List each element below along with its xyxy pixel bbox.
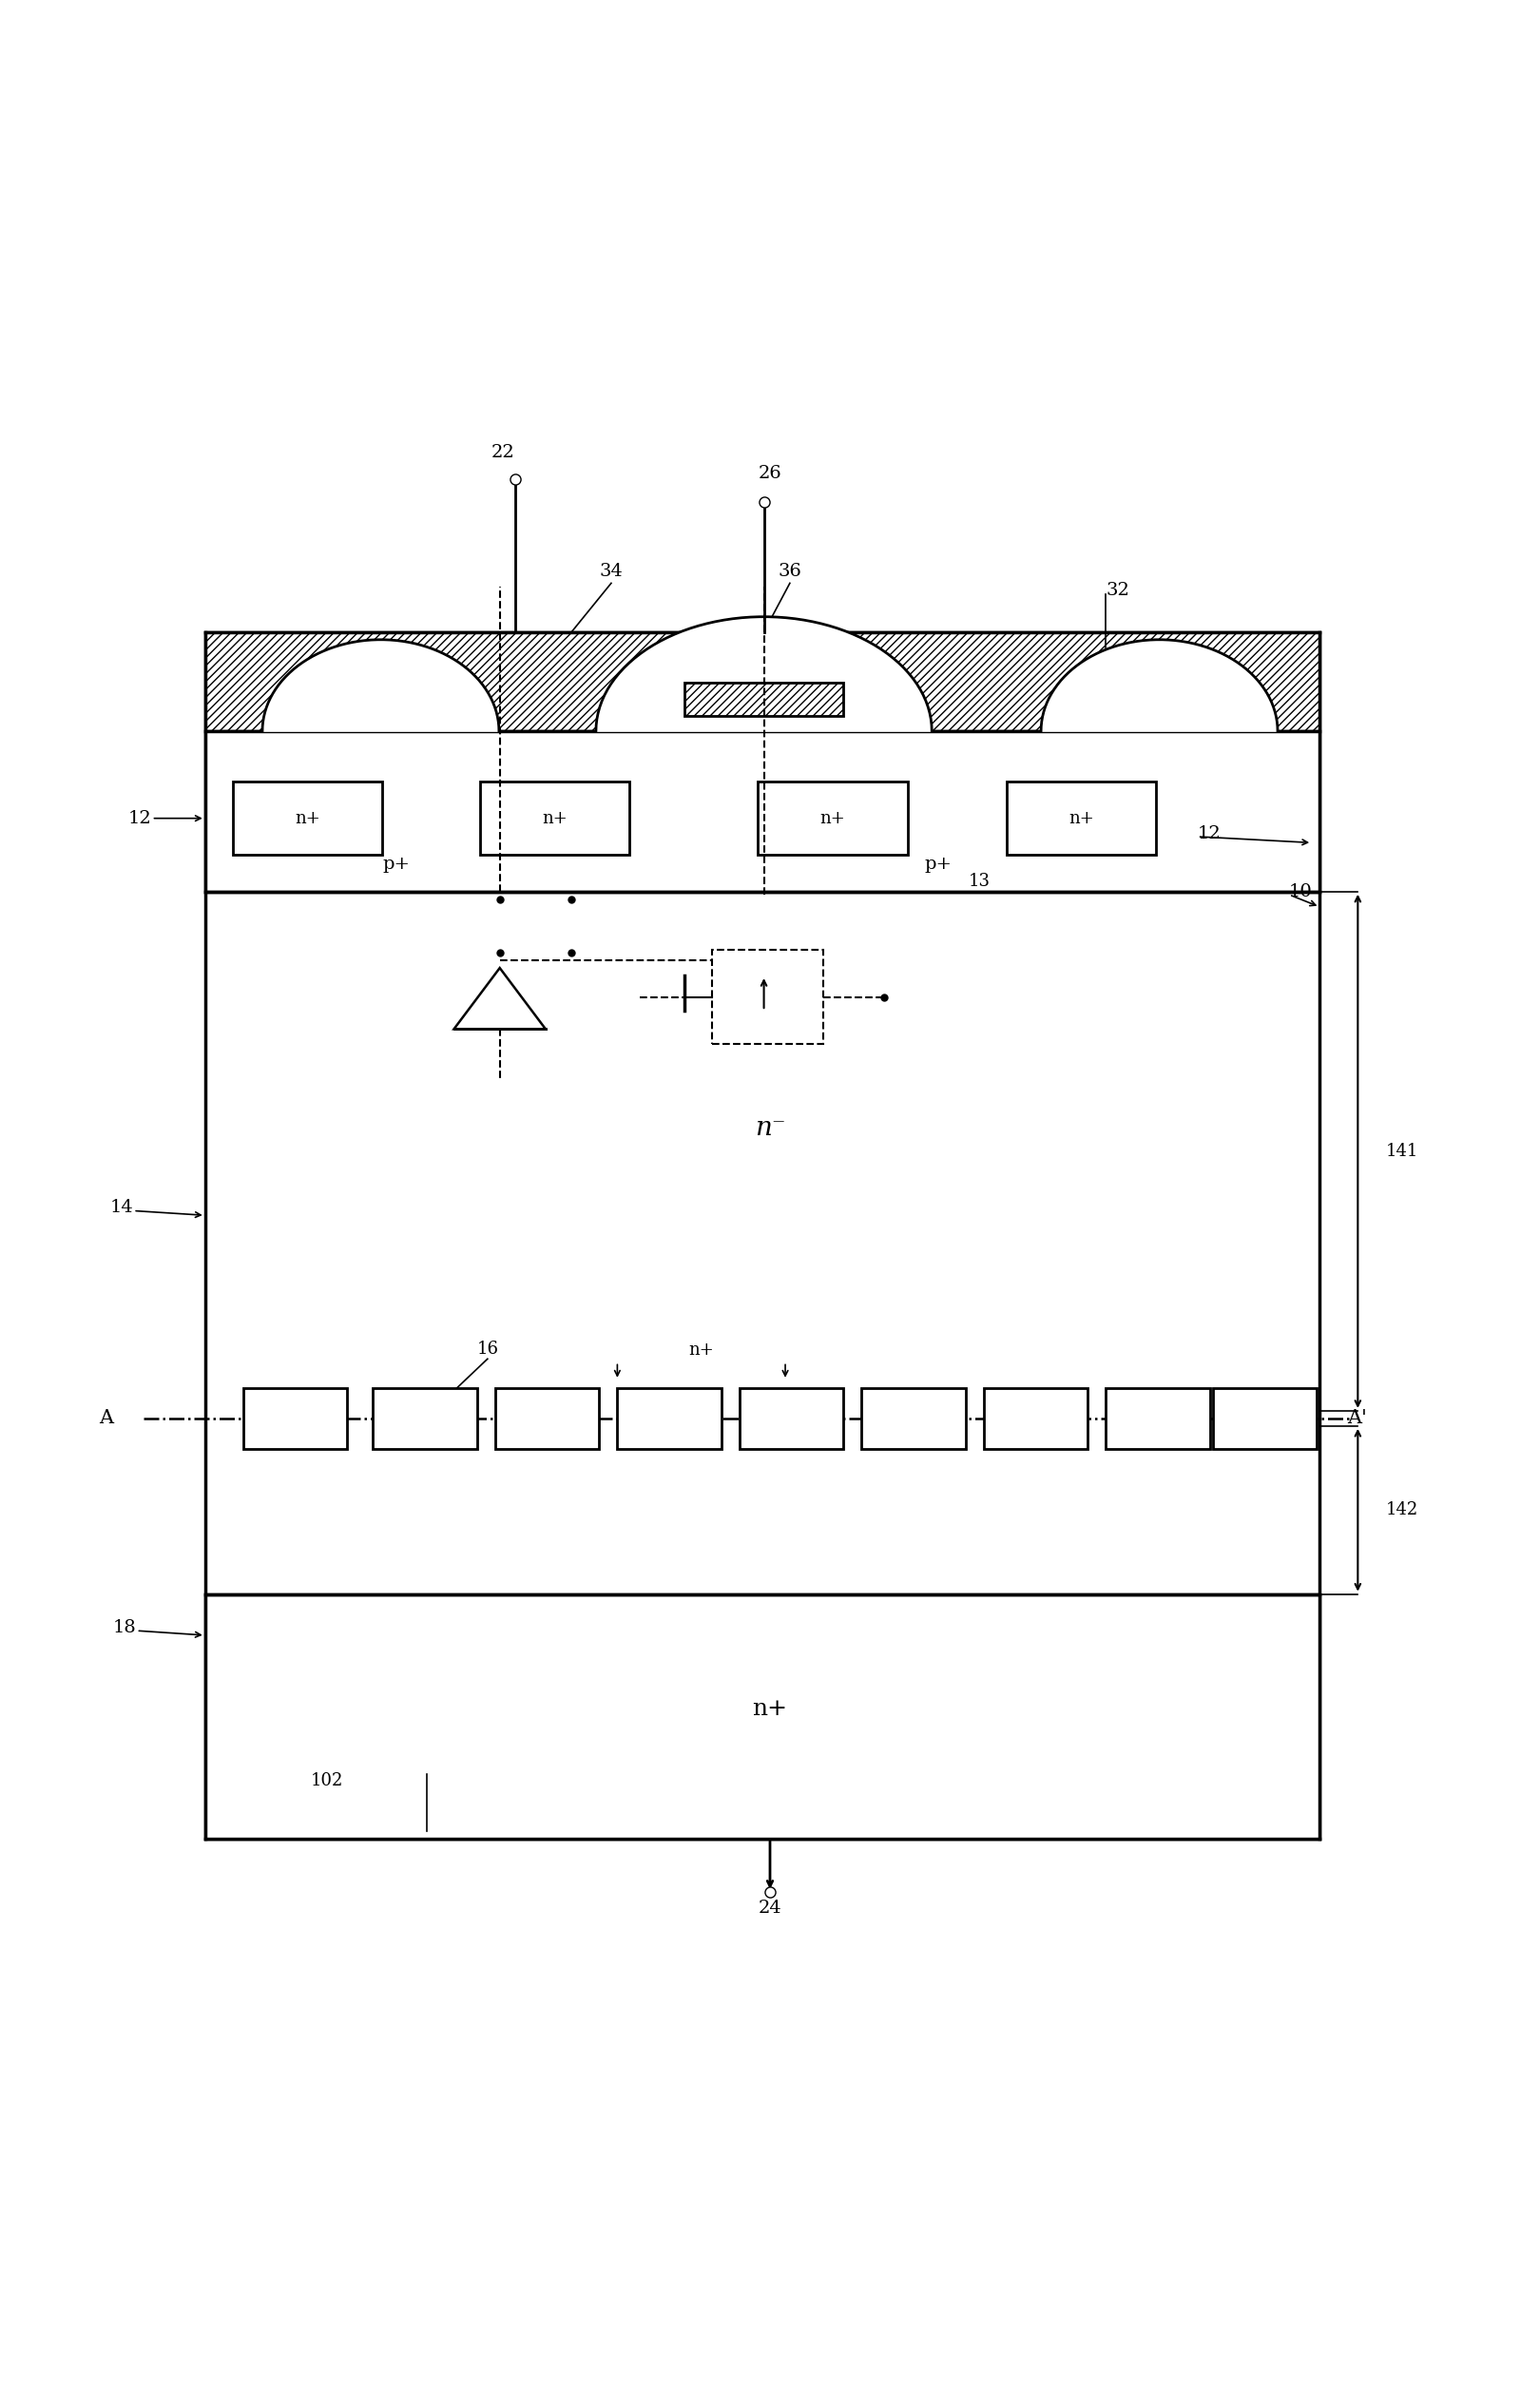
Bar (1007, 783, 1157, 855)
Text: 22: 22 (491, 443, 514, 462)
Text: 12: 12 (1198, 826, 1221, 843)
Bar (684, 682, 844, 716)
Text: 10: 10 (1289, 883, 1312, 900)
Bar (205, 632, 1320, 730)
Polygon shape (262, 639, 499, 730)
Bar (205, 1594, 1320, 1839)
Text: p+: p+ (924, 855, 952, 874)
Text: n⁻: n⁻ (755, 1116, 785, 1142)
Bar (758, 783, 907, 855)
Text: 141: 141 (1386, 1142, 1418, 1159)
Text: 14: 14 (109, 1199, 134, 1216)
Bar (243, 1389, 346, 1448)
Text: A': A' (1348, 1410, 1368, 1427)
Text: 12: 12 (128, 809, 151, 826)
Bar (205, 730, 1320, 891)
Text: n+: n+ (1069, 809, 1095, 826)
Bar (205, 632, 1320, 730)
Bar (373, 1389, 477, 1448)
Text: 16: 16 (476, 1341, 499, 1357)
Text: n+: n+ (688, 1341, 715, 1360)
Text: 32: 32 (1106, 582, 1129, 598)
Bar (480, 783, 630, 855)
Bar (233, 783, 382, 855)
Polygon shape (596, 618, 932, 730)
Text: n+: n+ (294, 809, 320, 826)
Text: n+: n+ (819, 809, 845, 826)
Bar (861, 1389, 966, 1448)
Bar (496, 1389, 599, 1448)
Text: 36: 36 (778, 563, 802, 579)
Bar (618, 1389, 721, 1448)
Bar (739, 1389, 844, 1448)
Bar (711, 950, 824, 1044)
Text: p+: p+ (382, 855, 410, 874)
Bar (984, 1389, 1087, 1448)
Text: 142: 142 (1386, 1501, 1418, 1518)
Polygon shape (454, 967, 545, 1029)
Text: 26: 26 (758, 464, 782, 481)
Text: A: A (99, 1410, 112, 1427)
Text: n+: n+ (542, 809, 567, 826)
Text: 13: 13 (969, 871, 990, 891)
Text: 102: 102 (311, 1772, 343, 1788)
Text: 18: 18 (112, 1618, 137, 1635)
Text: 101: 101 (311, 656, 343, 675)
Bar (684, 682, 844, 716)
Polygon shape (1041, 639, 1278, 730)
Bar (1106, 1389, 1210, 1448)
Text: 24: 24 (758, 1898, 782, 1918)
Text: 34: 34 (599, 563, 624, 579)
Bar (1214, 1389, 1317, 1448)
Text: n+: n+ (753, 1697, 787, 1719)
